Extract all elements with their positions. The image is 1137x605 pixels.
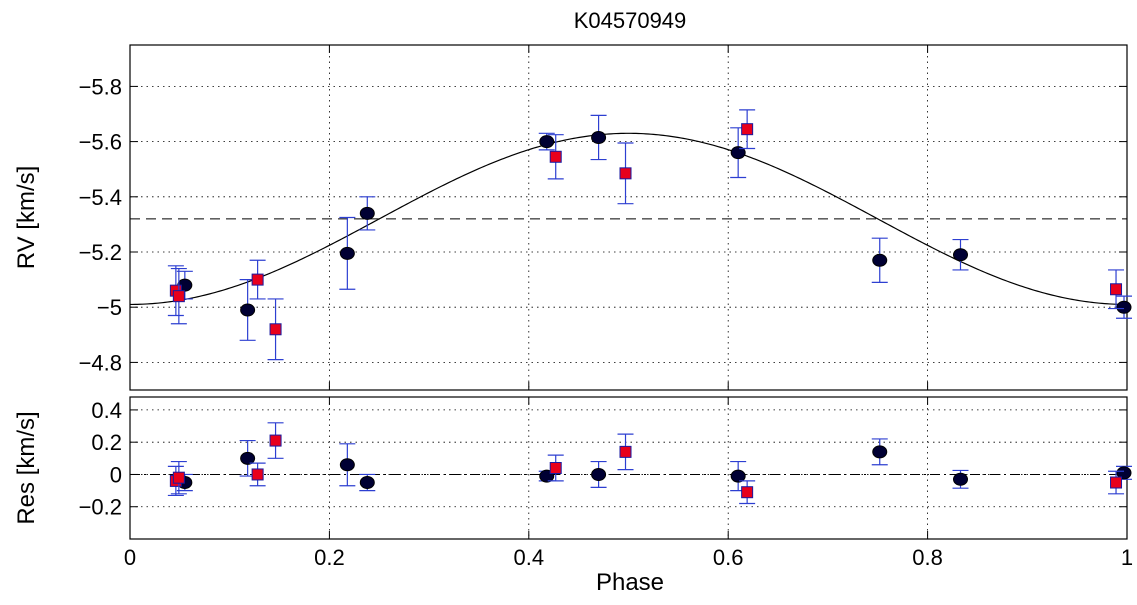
res-data-point-circle xyxy=(240,451,256,465)
res-y-tick-label: 0.2 xyxy=(91,430,122,455)
x-tick-label: 0.8 xyxy=(912,545,943,570)
rv-data-point-square xyxy=(172,290,185,303)
rv-data-point-circle xyxy=(240,303,256,317)
res-data-point-circle xyxy=(953,472,969,486)
rv-data-point-circle xyxy=(339,246,355,260)
rv-data-point-circle xyxy=(591,130,607,144)
res-data-point-circle xyxy=(359,476,375,490)
rv-data-point-circle xyxy=(1116,300,1132,314)
res-y-tick-label: 0.4 xyxy=(91,398,122,423)
rv-data-point-circle xyxy=(730,146,746,160)
x-axis-label: Phase xyxy=(596,569,664,596)
res-data-point-circle xyxy=(1116,466,1132,480)
x-tick-label: 1 xyxy=(1121,545,1133,570)
rv-y-axis-label: RV [km/s] xyxy=(13,166,40,270)
rv-y-tick-label: −5.4 xyxy=(79,185,122,210)
rv-y-tick-label: −5 xyxy=(97,295,122,320)
rv-data-point-square xyxy=(251,273,264,286)
x-tick-label: 0.2 xyxy=(314,545,345,570)
rv-data-point-square xyxy=(619,167,632,180)
rv-data-point-square xyxy=(269,323,282,336)
rv-data-point-circle xyxy=(359,206,375,220)
res-data-point-circle xyxy=(730,469,746,483)
rv-panel: −4.8 −5 −5.2 −5.4 −5.6 −5.8 RV [km/s] xyxy=(13,44,1133,391)
rv-data-point-circle xyxy=(872,253,888,267)
rv-data-point-circle xyxy=(539,135,555,149)
rv-data-point-circle xyxy=(953,248,969,262)
res-plot-frame xyxy=(129,396,1128,540)
x-tick-label: 0 xyxy=(124,545,136,570)
res-y-tick-label: 0 xyxy=(110,462,122,487)
rv-plot-frame xyxy=(129,44,1128,391)
x-tick-label: 0.4 xyxy=(514,545,545,570)
rv-y-tick-label: −5.2 xyxy=(79,240,122,265)
rv-data-point-square xyxy=(741,123,754,136)
res-data-point-square xyxy=(172,471,185,484)
res-data-point-square xyxy=(549,462,562,474)
res-data-point-square xyxy=(251,468,264,481)
res-data-point-circle xyxy=(872,445,888,459)
res-data-point-circle xyxy=(591,467,607,481)
res-data-point-square xyxy=(741,486,754,499)
rv-y-tick-label: −4.8 xyxy=(79,350,122,375)
res-data-point-square xyxy=(1110,476,1123,489)
res-data-point-square xyxy=(269,434,282,447)
rv-data-point-square xyxy=(1110,283,1123,296)
x-tick-label: 0.6 xyxy=(713,545,744,570)
rv-y-tick-label: −5.8 xyxy=(79,74,122,99)
res-y-axis-label: Res [km/s] xyxy=(13,411,40,524)
res-data-point-circle xyxy=(339,458,355,472)
rv-y-tick-label: −5.6 xyxy=(79,130,122,155)
rv-data-point-square xyxy=(549,150,562,163)
res-data-point-square xyxy=(619,445,632,458)
res-y-tick-label: −0.2 xyxy=(79,495,122,520)
chart-title: K04570949 xyxy=(574,8,687,33)
